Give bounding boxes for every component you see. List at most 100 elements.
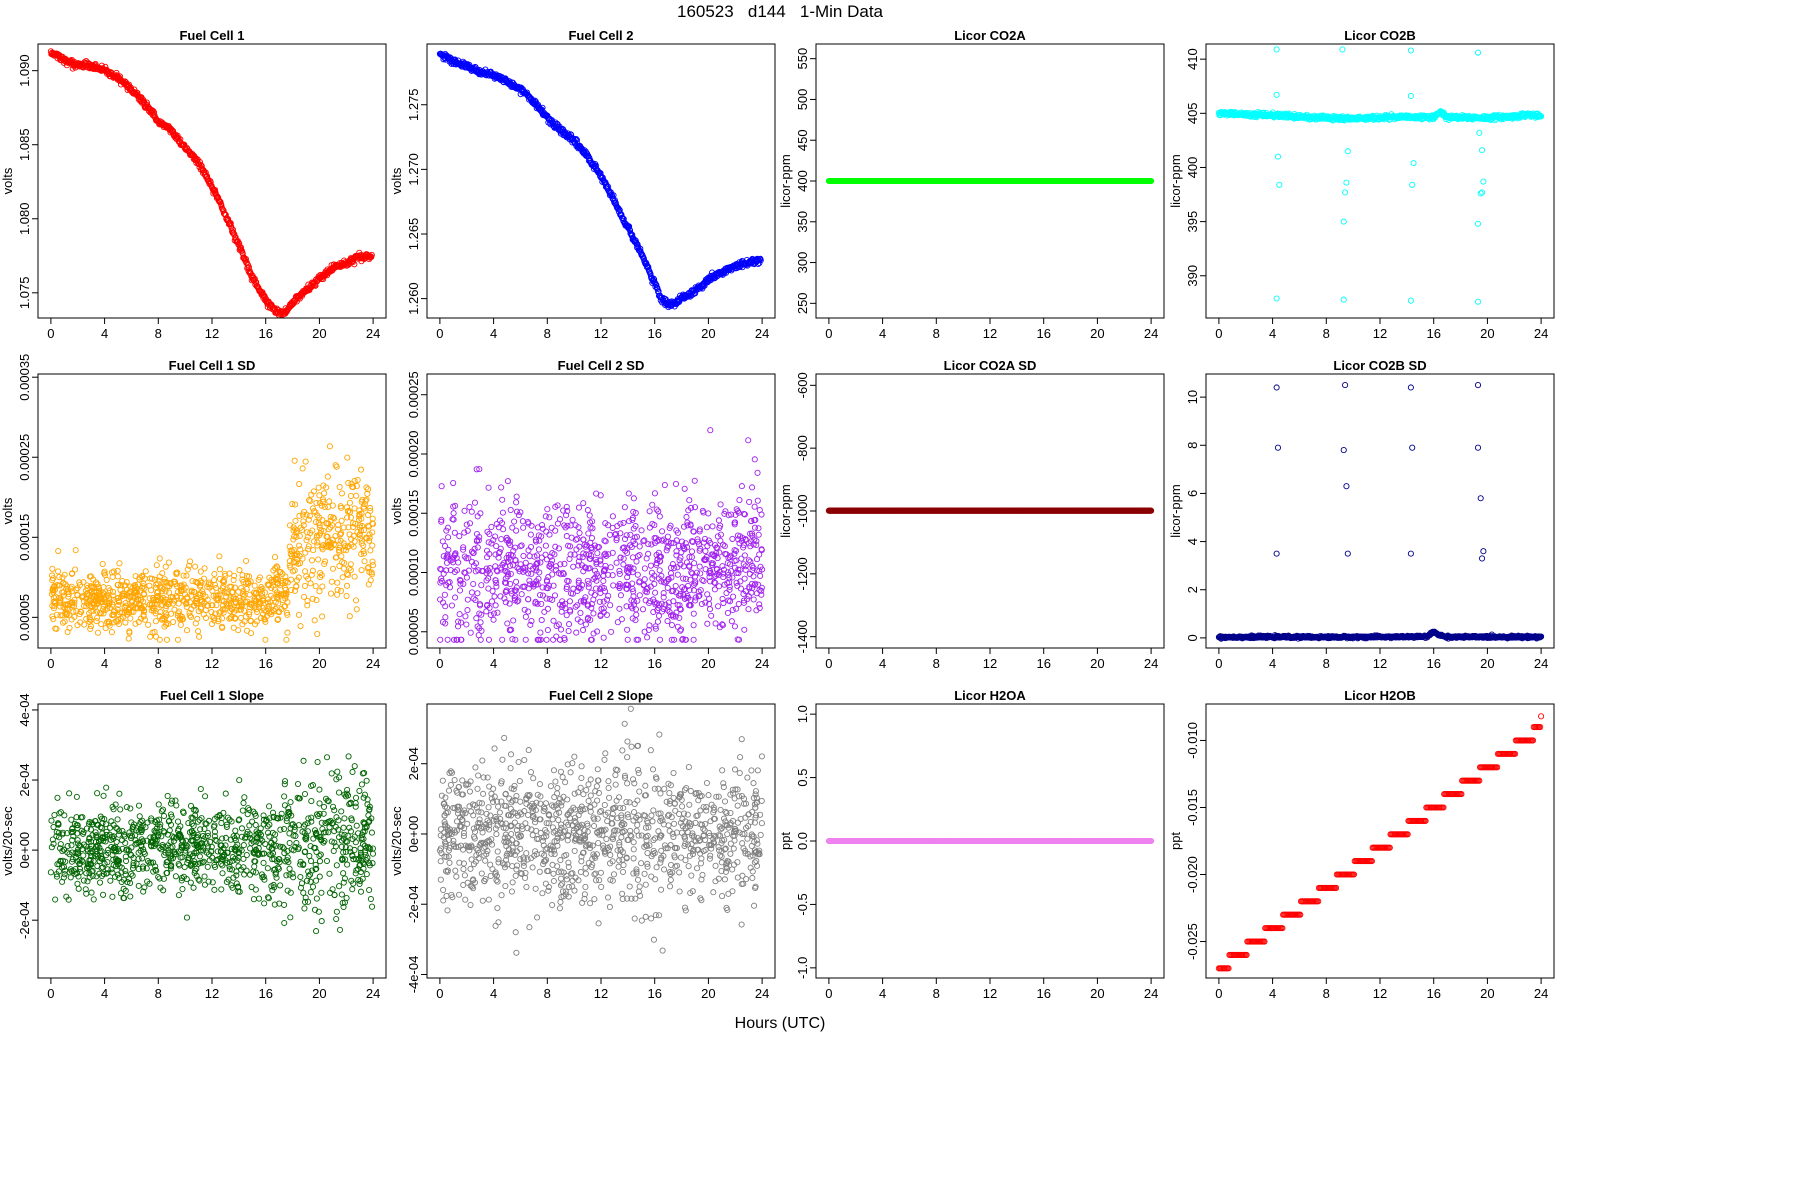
data-point [100, 603, 107, 610]
data-point [314, 542, 321, 549]
data-point [102, 593, 109, 600]
data-point [626, 223, 633, 230]
data-point [673, 548, 680, 555]
x-tick-label: 16 [1036, 326, 1050, 341]
data-point [438, 578, 445, 585]
data-point [719, 563, 726, 570]
data-point [509, 636, 516, 643]
y-tick-label: 1.275 [406, 88, 421, 121]
data-point [338, 517, 345, 524]
data-point [464, 527, 471, 534]
data-point [57, 612, 64, 619]
data-point [567, 551, 574, 558]
data-point [87, 617, 94, 624]
data-point [724, 609, 731, 617]
data-point [753, 541, 760, 548]
data-point [186, 612, 193, 619]
data-point [312, 583, 319, 590]
data-point [102, 625, 109, 632]
data-point [236, 594, 243, 602]
data-point [317, 569, 324, 576]
data-point [503, 534, 510, 541]
data-point [240, 593, 247, 600]
x-tick-label: 24 [366, 656, 380, 671]
data-point [309, 595, 316, 602]
data-point [321, 504, 328, 511]
data-point [350, 543, 357, 550]
data-point [104, 619, 111, 626]
data-point [528, 618, 535, 625]
data-point [125, 635, 132, 642]
data-point [184, 594, 191, 601]
data-point [504, 573, 511, 580]
data-point [84, 582, 91, 589]
data-point [293, 529, 300, 536]
data-point [114, 606, 121, 613]
data-point [214, 592, 221, 599]
data-point [498, 536, 505, 543]
data-point [1344, 148, 1351, 155]
data-point [735, 569, 742, 577]
data-point [550, 617, 557, 624]
data-point [690, 622, 697, 629]
data-point [636, 543, 643, 550]
data-point [296, 542, 303, 549]
data-point [211, 570, 218, 578]
data-point [313, 499, 320, 507]
data-point [527, 621, 534, 628]
data-point [154, 588, 162, 595]
x-tick-label: 20 [701, 326, 715, 341]
data-point [494, 609, 501, 616]
data-point [555, 545, 562, 552]
data-point [641, 565, 648, 572]
data-point [587, 555, 594, 563]
data-point [283, 609, 290, 616]
data-point [652, 589, 659, 596]
data-point [474, 544, 481, 551]
data-point [126, 592, 133, 599]
data-point [345, 571, 352, 578]
data-point [369, 515, 376, 522]
data-point [477, 619, 484, 626]
data-point [233, 606, 240, 613]
data-point [191, 602, 198, 609]
data-point [531, 553, 538, 560]
data-point [457, 580, 464, 587]
data-point [513, 578, 520, 585]
data-point [627, 564, 634, 571]
data-point [672, 582, 679, 590]
data-point [616, 567, 623, 574]
data-point [319, 583, 326, 590]
data-point [186, 562, 193, 569]
data-point [601, 537, 608, 544]
data-point [236, 567, 243, 574]
data-point [364, 511, 372, 519]
data-point [640, 538, 647, 545]
data-point [591, 567, 599, 574]
data-point [475, 632, 482, 639]
data-points [436, 50, 764, 311]
data-point [94, 629, 101, 636]
data-points [437, 427, 766, 643]
data-point [49, 587, 56, 594]
data-point [89, 583, 96, 590]
data-point [56, 582, 63, 589]
data-point [109, 588, 117, 595]
data-point [736, 497, 743, 504]
data-point [751, 581, 758, 589]
data-point [293, 527, 300, 534]
data-point [169, 594, 176, 601]
data-point [576, 530, 583, 537]
y-tick-label: 500 [795, 89, 810, 111]
data-point [696, 563, 703, 570]
data-point [239, 590, 247, 598]
data-point [350, 523, 357, 531]
data-point [683, 559, 690, 566]
data-point [728, 511, 735, 518]
data-point [476, 602, 484, 609]
data-point [535, 575, 542, 582]
data-point [738, 483, 745, 490]
data-point [70, 603, 77, 610]
data-point [730, 593, 737, 600]
